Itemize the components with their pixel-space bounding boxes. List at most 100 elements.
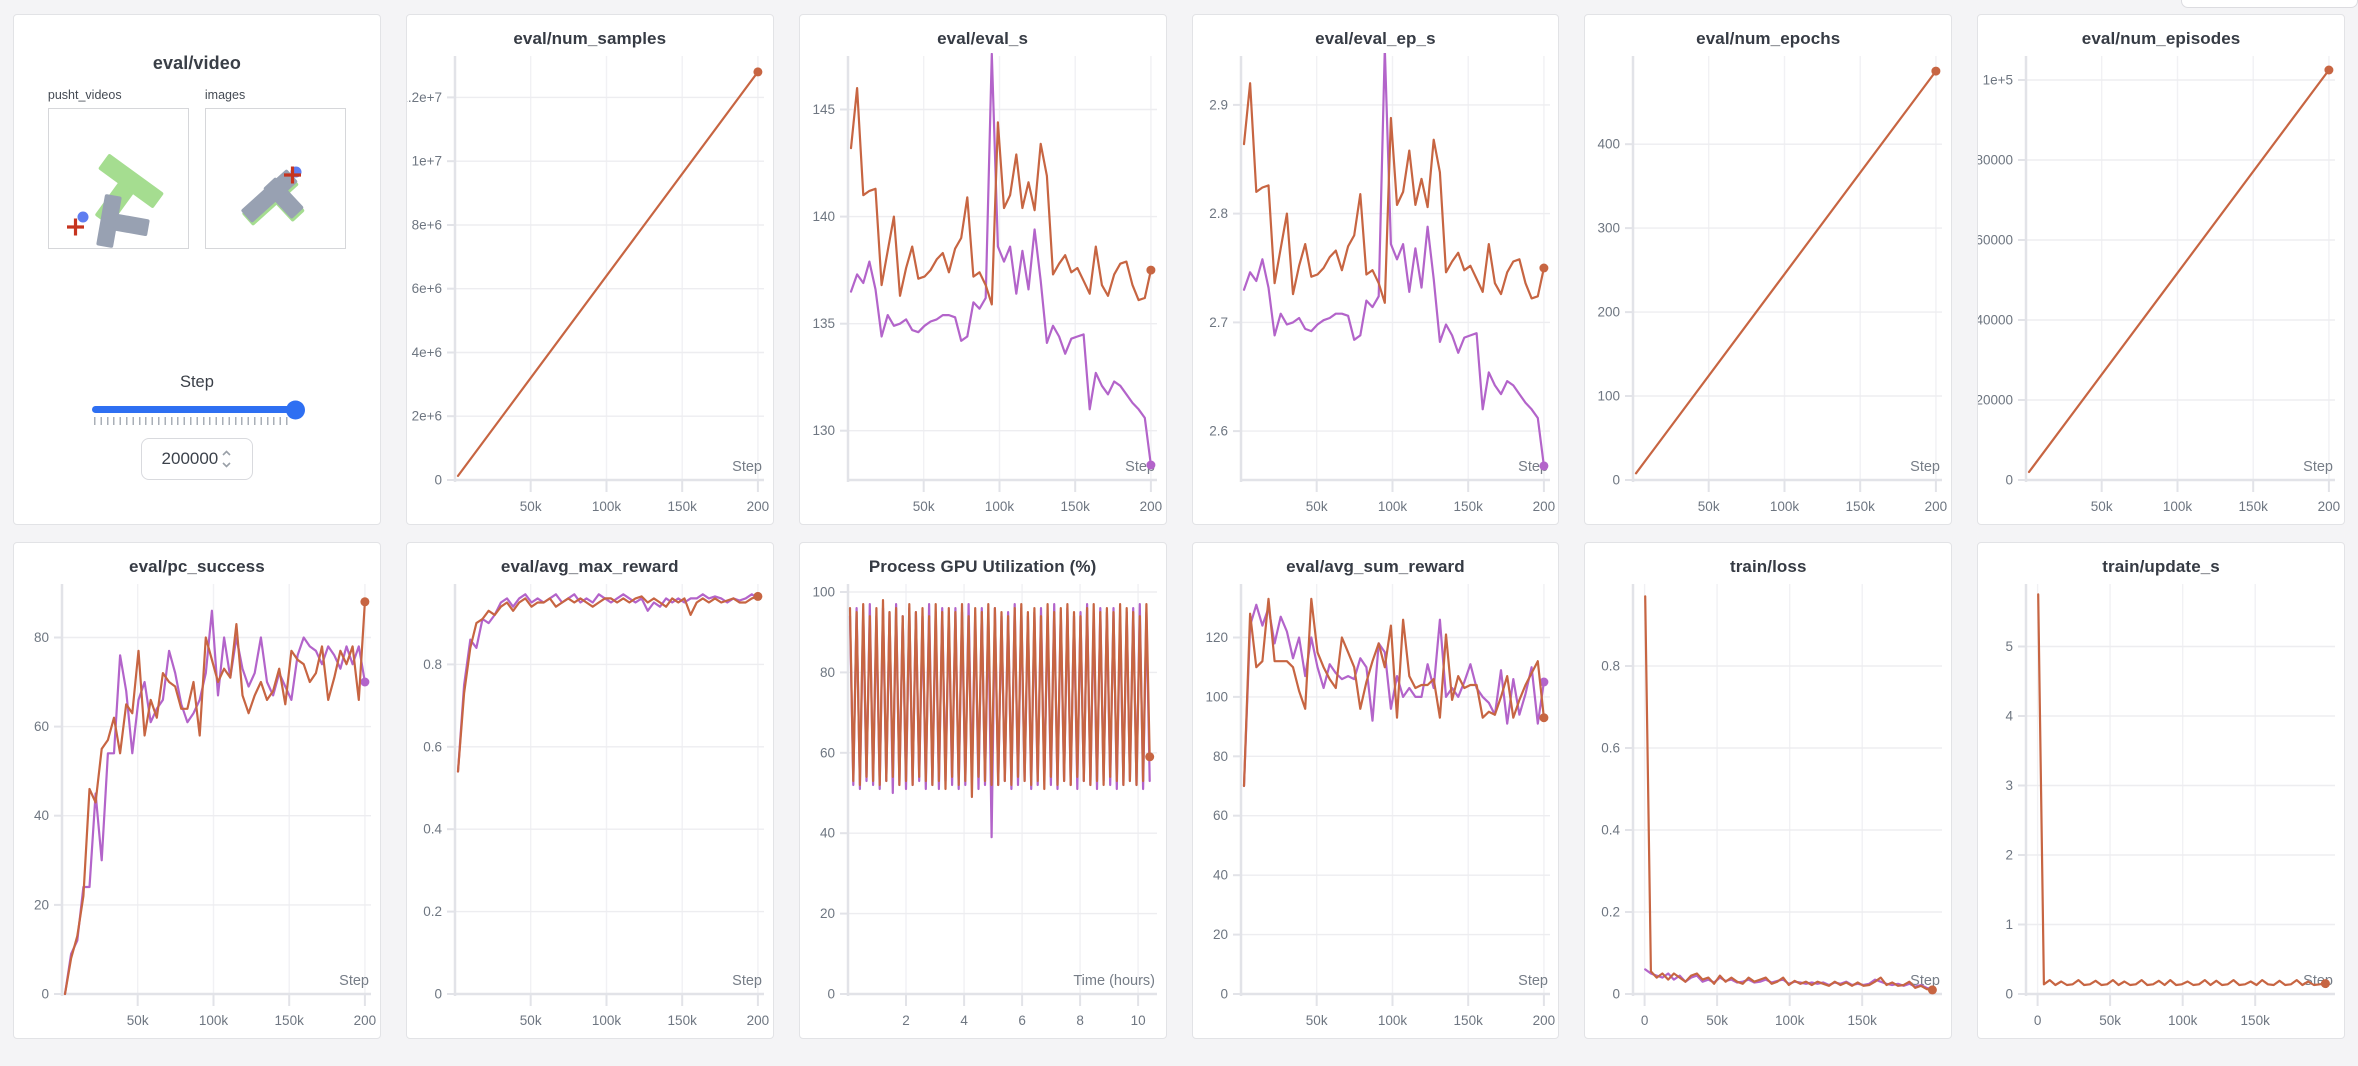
target-cross-icon bbox=[66, 218, 84, 236]
slider-thumb[interactable] bbox=[285, 400, 305, 419]
target-cross-icon bbox=[283, 166, 301, 184]
panel-title: eval/video bbox=[152, 53, 241, 73]
svg-text:20: 20 bbox=[34, 897, 49, 912]
panel-process-gpu-utilization[interactable]: Process GPU Utilization (%) 0 20 40 60 80 100… bbox=[798, 542, 1167, 1039]
step-slider-label: Step bbox=[179, 373, 214, 391]
svg-text:150k: 150k bbox=[2239, 499, 2269, 514]
svg-text:130: 130 bbox=[812, 423, 835, 438]
svg-text:40: 40 bbox=[820, 826, 835, 841]
svg-text:100k: 100k bbox=[1770, 499, 1800, 514]
panel-train-loss[interactable]: train/loss 0 0.2 0.4 0.6 0.8 0 50k 100k 150k Step bbox=[1584, 542, 1953, 1039]
svg-text:60: 60 bbox=[34, 719, 49, 734]
svg-text:100k: 100k bbox=[592, 499, 622, 514]
panel-eval-eval-ep-s[interactable]: eval/eval_ep_s 2.6 2.7 2.8 2.9 50k 100k 150k 20… bbox=[1191, 14, 1560, 525]
svg-text:100k: 100k bbox=[2168, 1013, 2198, 1028]
panel-eval-video[interactable]: eval/video pusht_videos bbox=[13, 14, 381, 525]
svg-text:0: 0 bbox=[41, 987, 49, 1002]
chart-eval-pc-success[interactable]: 0 20 40 60 80 50k 100k 150k 200 Step bbox=[14, 577, 380, 1038]
svg-text:2.7: 2.7 bbox=[1209, 315, 1228, 330]
chart-plot: 0 2e+6 4e+6 6e+6 8e+6 1e+7 1.2e+7 50k 100k 150k 20… bbox=[407, 56, 769, 514]
svg-text:Step: Step bbox=[339, 973, 369, 989]
svg-text:6e+6: 6e+6 bbox=[411, 281, 441, 296]
panel-title: eval/num_epochs bbox=[1696, 29, 1841, 48]
svg-text:1.2e+7: 1.2e+7 bbox=[407, 90, 442, 105]
chart-train-update-s[interactable]: 0 1 2 3 4 5 0 50k 100k 150k Step bbox=[1978, 577, 2344, 1038]
chart-eval-num-episodes[interactable]: 0 20000 40000 60000 80000 1e+5 50k 100k 150k 200 S… bbox=[1978, 49, 2344, 524]
chart-eval-num-epochs[interactable]: 0 100 200 300 400 50k 100k 150k 200 Step bbox=[1585, 49, 1951, 524]
panel-eval-num-samples[interactable]: eval/num_samples 0 2e+6 4e+6 6e+6 8e+6 1e+7 1.… bbox=[405, 14, 774, 525]
svg-text:120: 120 bbox=[1205, 630, 1228, 645]
chart-eval-avg-max-reward[interactable]: 0 0.2 0.4 0.6 0.8 50k 100k 150k 200 Step bbox=[407, 577, 773, 1038]
svg-text:4e+6: 4e+6 bbox=[411, 345, 441, 360]
svg-text:50k: 50k bbox=[2091, 499, 2113, 514]
panel-title: eval/avg_max_reward bbox=[500, 557, 679, 576]
slider-tick-marks bbox=[93, 417, 290, 425]
chart-eval-avg-sum-reward[interactable]: 0 20 40 60 80 100 120 50k 100k 150k 200 Step bbox=[1193, 577, 1559, 1038]
panel-eval-pc-success[interactable]: eval/pc_success 0 20 40 60 80 50k 100k 150k 200 S… bbox=[13, 542, 381, 1039]
svg-text:0: 0 bbox=[1613, 987, 1621, 1002]
chart-eval-eval-ep-s[interactable]: 2.6 2.7 2.8 2.9 50k 100k 150k 200 Step bbox=[1193, 49, 1559, 524]
step-value-input[interactable]: 200000 bbox=[140, 438, 253, 480]
svg-text:100: 100 bbox=[1598, 389, 1621, 404]
step-slider[interactable] bbox=[91, 400, 305, 425]
svg-text:0.2: 0.2 bbox=[1602, 905, 1621, 920]
svg-text:0.6: 0.6 bbox=[1602, 741, 1621, 756]
svg-text:50k: 50k bbox=[2099, 1013, 2121, 1028]
svg-text:60000: 60000 bbox=[1978, 233, 2013, 248]
panel-title: eval/num_samples bbox=[513, 29, 667, 48]
step-value[interactable]: 200000 bbox=[161, 449, 219, 468]
svg-text:50k: 50k bbox=[1305, 1013, 1327, 1028]
chart-eval-num-samples[interactable]: 0 2e+6 4e+6 6e+6 8e+6 1e+7 1.2e+7 50k 100k 150k 20… bbox=[407, 49, 773, 524]
svg-text:0: 0 bbox=[2034, 1013, 2042, 1028]
panel-eval-avg-max-reward[interactable]: eval/avg_max_reward 0 0.2 0.4 0.6 0.8 50k 100k… bbox=[405, 542, 774, 1039]
svg-text:0: 0 bbox=[1220, 987, 1228, 1002]
stepper-arrows-icon[interactable] bbox=[221, 448, 232, 470]
panel-title: Process GPU Utilization (%) bbox=[868, 557, 1097, 576]
chart-plot: 0 20000 40000 60000 80000 1e+5 50k 100k 150k 200 S… bbox=[1978, 56, 2340, 514]
svg-text:150k: 150k bbox=[1846, 499, 1876, 514]
svg-text:1e+5: 1e+5 bbox=[1983, 73, 2013, 88]
block-t-icon bbox=[96, 194, 150, 248]
step-section: Step 200000 bbox=[24, 373, 370, 480]
spacer bbox=[24, 249, 370, 373]
media-thumbnail-images[interactable] bbox=[204, 108, 346, 249]
svg-text:4: 4 bbox=[2006, 709, 2014, 724]
panel-eval-num-episodes[interactable]: eval/num_episodes 0 20000 40000 60000 80000 1… bbox=[1977, 14, 2345, 525]
svg-text:Step: Step bbox=[1910, 459, 1940, 475]
media-thumbnail-pusht-videos[interactable] bbox=[47, 108, 189, 249]
slider-track[interactable] bbox=[91, 400, 305, 419]
panel-title: train/update_s bbox=[2102, 557, 2220, 576]
panel-eval-avg-sum-reward[interactable]: eval/avg_sum_reward 0 20 40 60 80 100 120 50k 10… bbox=[1191, 542, 1560, 1039]
svg-text:40: 40 bbox=[34, 808, 49, 823]
svg-text:0.6: 0.6 bbox=[423, 739, 442, 754]
svg-text:50k: 50k bbox=[1707, 1013, 1729, 1028]
svg-text:Step: Step bbox=[732, 973, 762, 989]
chart-eval-eval-s[interactable]: 130 135 140 145 50k 100k 150k 200 Step bbox=[800, 49, 1166, 524]
panel-eval-eval-s[interactable]: eval/eval_s 130 135 140 145 50k 100k 150k 200 St… bbox=[798, 14, 1167, 525]
svg-text:8: 8 bbox=[1076, 1013, 1084, 1028]
panel-eval-num-epochs[interactable]: eval/num_epochs 0 100 200 300 400 50k 100k 150k… bbox=[1584, 14, 1953, 525]
svg-text:150k: 150k bbox=[667, 499, 697, 514]
chart-train-loss[interactable]: 0 0.2 0.4 0.6 0.8 0 50k 100k 150k Step bbox=[1585, 577, 1951, 1038]
svg-text:1: 1 bbox=[2006, 917, 2014, 932]
svg-text:135: 135 bbox=[812, 316, 835, 331]
svg-text:50k: 50k bbox=[1698, 499, 1720, 514]
pusht-env-render-icon bbox=[66, 154, 164, 248]
svg-text:8e+6: 8e+6 bbox=[411, 218, 441, 233]
media-row: pusht_videos bbox=[24, 88, 370, 249]
svg-text:200: 200 bbox=[1925, 499, 1948, 514]
svg-text:10: 10 bbox=[1130, 1013, 1145, 1028]
panel-title: eval/eval_ep_s bbox=[1315, 29, 1436, 48]
svg-text:0.4: 0.4 bbox=[1602, 823, 1621, 838]
svg-text:0: 0 bbox=[1641, 1013, 1649, 1028]
svg-text:200: 200 bbox=[746, 1013, 769, 1028]
chart-process-gpu-utilization[interactable]: 0 20 40 60 80 100 2 4 6 8 10 Time (hours) bbox=[800, 577, 1166, 1038]
media-block-pusht-videos: pusht_videos bbox=[47, 88, 189, 249]
video-panel-body: eval/video pusht_videos bbox=[14, 15, 380, 524]
svg-text:0: 0 bbox=[2006, 987, 2014, 1002]
svg-text:100k: 100k bbox=[199, 1013, 229, 1028]
panel-train-update-s[interactable]: train/update_s 0 1 2 3 4 5 0 50k 100k 150k Step bbox=[1977, 542, 2345, 1039]
